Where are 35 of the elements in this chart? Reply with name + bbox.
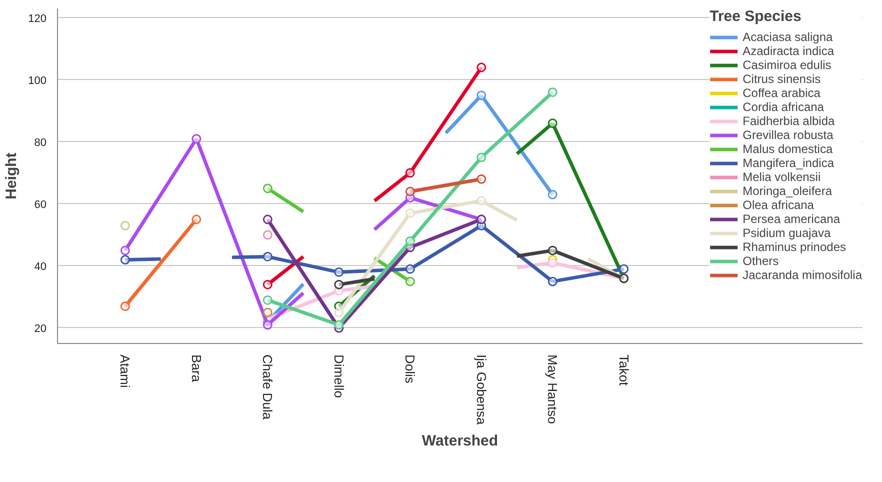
legend-label: Cordia africana <box>742 100 824 114</box>
legend-label: Jacaranda mimosifolia <box>742 268 862 282</box>
x-tick-label: Takot <box>616 354 632 386</box>
x-tick-label: Dolis <box>402 354 418 384</box>
y-tick-label: 120 <box>28 12 47 25</box>
y-tick-label: 40 <box>34 260 47 273</box>
y-axis-title: Height <box>3 152 20 200</box>
legend-label: Coffea arabica <box>742 86 820 100</box>
y-tick-label: 20 <box>34 322 47 335</box>
x-axis-title: Watershed <box>422 432 498 450</box>
x-tick-label: Atami <box>118 354 133 388</box>
legend-label: Citrus sinensis <box>742 72 821 86</box>
y-tick-label: 100 <box>28 74 47 87</box>
x-tick-label: Ija Gobensa <box>474 354 489 426</box>
legend-label: Olea africana <box>742 198 814 212</box>
y-tick-label: 60 <box>34 198 47 211</box>
legend-label: Moringa_oleifera <box>742 184 832 198</box>
legend-label: Faidherbia albida <box>742 114 835 128</box>
x-tick-label: Bara <box>188 354 204 383</box>
legend-label: Melia volkensii <box>742 170 821 184</box>
legend-label: Malus domestica <box>742 142 833 156</box>
legend-label: Azadiracta indica <box>742 44 834 58</box>
x-tick-label: May Hantso <box>545 354 560 424</box>
legend-label: Casimiroa edulis <box>742 58 832 72</box>
legend-label: Psidium guajava <box>742 226 831 240</box>
legend-label: Mangifera_indica <box>742 156 834 170</box>
legend-label: Grevillea robusta <box>742 128 834 142</box>
x-tick-label: Dimello <box>331 354 346 398</box>
x-tick-label: Chafe Dula <box>260 354 276 420</box>
legend-label: Rhaminus prinodes <box>742 240 846 254</box>
legend-label: Persea americana <box>742 212 840 226</box>
legend-label: Others <box>742 254 779 268</box>
legend-label: Acaciasa saligna <box>742 30 833 44</box>
y-tick-label: 80 <box>34 136 47 149</box>
legend-title: Tree Species <box>710 8 802 25</box>
